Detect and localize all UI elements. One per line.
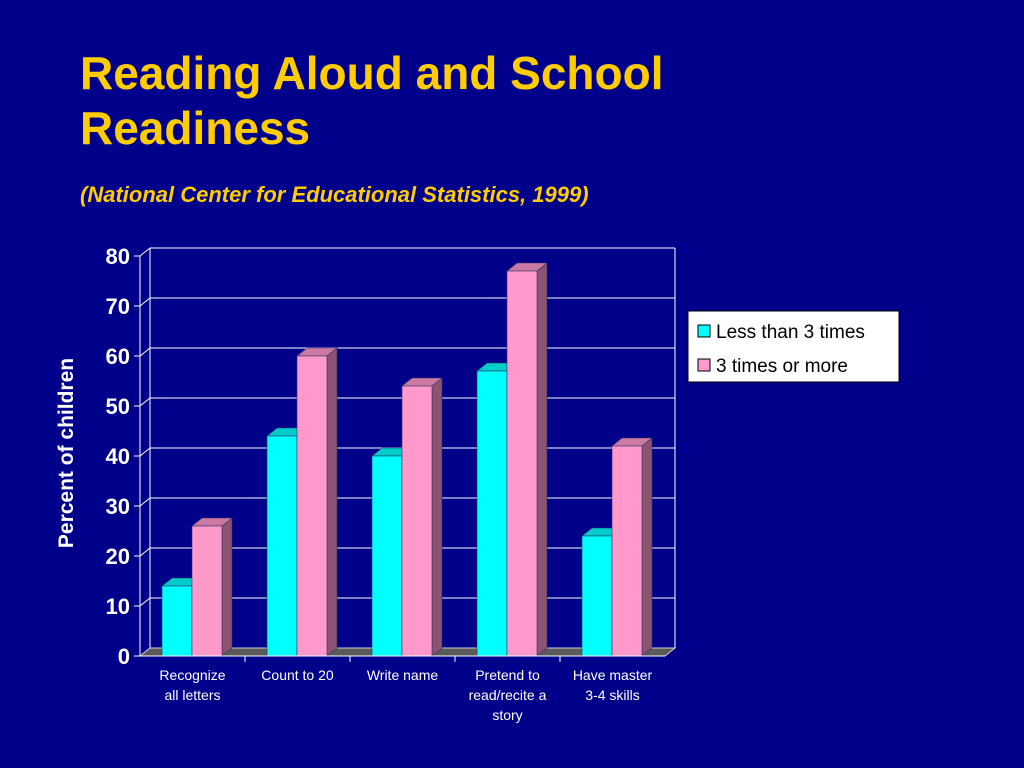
- x-tick-label: Count to 20: [261, 667, 334, 683]
- x-tick-label-line: Pretend to: [475, 667, 540, 683]
- y-tick-label: 30: [106, 494, 130, 519]
- bar-front: [191, 525, 223, 657]
- bar-side: [641, 437, 653, 657]
- y-tick-label: 60: [106, 344, 130, 369]
- bar-3-or-more: [506, 262, 548, 657]
- bar-front: [371, 455, 403, 657]
- axis-layer: 0 10 20 30 40 50 60 70 80 Recognize all letters Cou…: [106, 244, 665, 723]
- x-tick-label-line: Recognize: [159, 667, 225, 683]
- legend-swatch: [697, 358, 711, 372]
- gridline-side: [139, 347, 151, 357]
- slide-title: Reading Aloud and School Readiness: [80, 47, 664, 154]
- bar-side: [221, 517, 233, 657]
- bar-front: [401, 385, 433, 657]
- x-tick-label-line: 3-4 skills: [585, 687, 639, 703]
- gridline-side: [139, 297, 151, 307]
- y-tick-label: 50: [106, 394, 130, 419]
- x-tick-label-line: Write name: [367, 667, 439, 683]
- x-tick-label: Pretend to read/recite a story: [469, 667, 547, 723]
- y-tick-label: 70: [106, 294, 130, 319]
- legend-label: 3 times or more: [716, 356, 848, 377]
- bar-front: [161, 585, 193, 657]
- gridline-side: [139, 497, 151, 507]
- x-tick-label-line: read/recite a: [469, 687, 547, 703]
- legend-label: Less than 3 times: [716, 322, 865, 343]
- x-tick-label: Write name: [367, 667, 439, 683]
- bar-3-or-more: [296, 347, 338, 657]
- bar-front: [296, 355, 328, 657]
- y-tick-label: 20: [106, 544, 130, 569]
- y-axis-label: Percent of children: [55, 358, 78, 548]
- bars-layer: [161, 262, 653, 657]
- x-tick-label-line: Count to 20: [261, 667, 334, 683]
- bar-front: [611, 445, 643, 657]
- x-tick-label: Recognize all letters: [159, 667, 225, 703]
- bar-front: [506, 270, 538, 657]
- bar-3-or-more: [401, 377, 443, 657]
- gridline-side: [139, 597, 151, 607]
- bar-front: [266, 435, 298, 657]
- gridline-side: [139, 447, 151, 457]
- x-tick-label: Have master 3-4 skills: [573, 667, 653, 703]
- slide-subtitle: (National Center for Educational Statist…: [80, 182, 589, 207]
- x-tick-label-line: story: [492, 707, 522, 723]
- bar-3-or-more: [611, 437, 653, 657]
- bar-side: [326, 347, 338, 657]
- legend-swatch: [697, 324, 711, 338]
- gridline-side: [139, 397, 151, 407]
- legend-box: [687, 310, 900, 383]
- y-tick-label: 10: [106, 594, 130, 619]
- bar-side: [536, 262, 548, 657]
- x-tick-label-line: all letters: [164, 687, 220, 703]
- bar-3-or-more: [191, 517, 233, 657]
- gridline-side: [139, 547, 151, 557]
- bar-front: [581, 535, 613, 657]
- bar-side: [431, 377, 443, 657]
- gridline-side: [139, 247, 151, 257]
- bar-front: [476, 370, 508, 657]
- x-tick-label-line: Have master: [573, 667, 653, 683]
- y-tick-label: 80: [106, 244, 130, 269]
- y-tick-label: 0: [118, 644, 130, 669]
- y-tick-label: 40: [106, 444, 130, 469]
- legend: Less than 3 times 3 times or more: [687, 310, 900, 383]
